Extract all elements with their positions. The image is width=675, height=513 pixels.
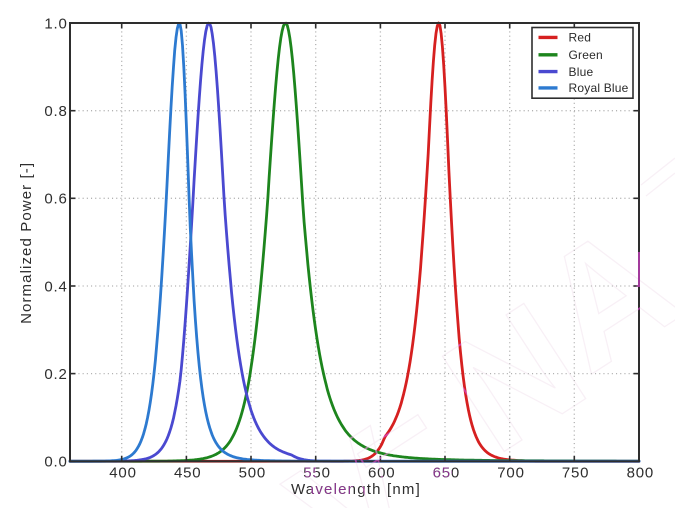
svg-text:Green: Green	[569, 48, 603, 62]
svg-text:0.8: 0.8	[44, 103, 67, 120]
svg-text:Normalized Power [-]: Normalized Power [-]	[18, 162, 35, 324]
svg-text:450: 450	[174, 465, 201, 482]
svg-text:400: 400	[109, 465, 136, 482]
svg-text:0.4: 0.4	[44, 278, 67, 295]
svg-text:1.0: 1.0	[44, 15, 67, 32]
svg-text:Royal Blue: Royal Blue	[569, 81, 629, 95]
svg-text:600: 600	[368, 465, 395, 482]
svg-text:Red: Red	[569, 31, 592, 45]
svg-text:800: 800	[627, 465, 654, 482]
svg-text:500: 500	[239, 465, 266, 482]
svg-text:700: 700	[497, 465, 524, 482]
svg-text:750: 750	[562, 465, 589, 482]
svg-text:Blue: Blue	[569, 65, 594, 79]
svg-text:0.2: 0.2	[44, 366, 67, 383]
svg-text:0.6: 0.6	[44, 191, 67, 208]
svg-text:0.0: 0.0	[44, 454, 67, 471]
